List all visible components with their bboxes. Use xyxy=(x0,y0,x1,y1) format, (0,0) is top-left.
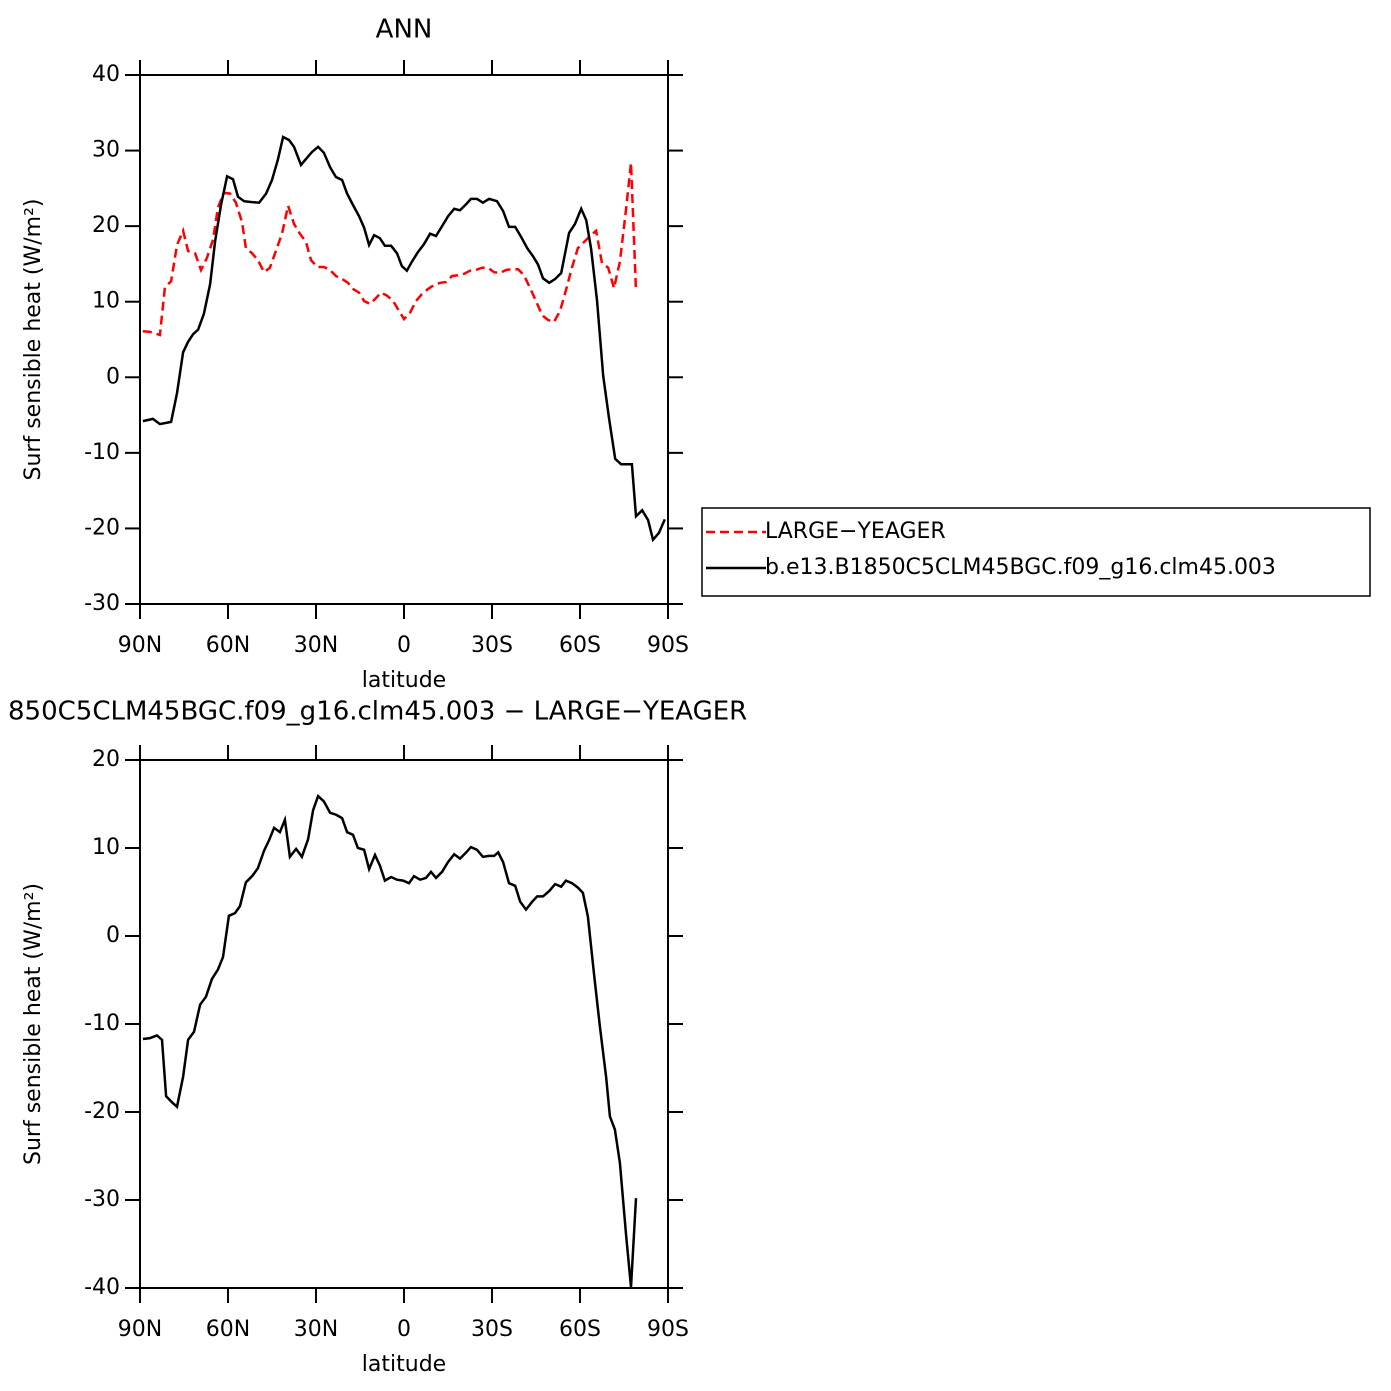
x-axis-label: latitude xyxy=(362,668,446,693)
legend-label: b.e13.B1850C5CLM45BGC.f09_g16.clm45.003 xyxy=(765,555,1276,580)
y-tick-label: -20 xyxy=(84,515,120,540)
x-tick-label: 0 xyxy=(397,1317,411,1342)
y-axis-label: Surf sensible heat (W/m²) xyxy=(21,199,46,481)
y-tick-label: -10 xyxy=(84,440,120,465)
legend-label: LARGE−YEAGER xyxy=(765,519,946,544)
y-tick-label: -30 xyxy=(84,591,120,616)
y-tick-label: 0 xyxy=(106,923,120,948)
line-series xyxy=(142,793,638,1288)
y-tick-label: 10 xyxy=(92,835,120,860)
plot-frame xyxy=(139,759,669,1289)
x-tick-label: 30N xyxy=(294,1317,338,1342)
y-tick-label: 30 xyxy=(92,138,120,163)
y-tick-label: 0 xyxy=(106,364,120,389)
y-tick-label: -10 xyxy=(84,1011,120,1036)
x-tick-label: 90S xyxy=(647,1317,689,1342)
y-tick-label: 20 xyxy=(92,213,120,238)
x-tick-label: 90S xyxy=(647,633,689,658)
line-series xyxy=(142,135,666,543)
y-tick-label: 40 xyxy=(92,62,120,87)
x-tick-label: 30S xyxy=(471,633,513,658)
x-tick-label: 30N xyxy=(294,633,338,658)
x-tick-label: 90N xyxy=(118,633,162,658)
y-tick-label: 10 xyxy=(92,289,120,314)
y-tick-label: -30 xyxy=(84,1187,120,1212)
x-tick-label: 90N xyxy=(118,1317,162,1342)
line-series xyxy=(142,162,638,337)
x-tick-label: 30S xyxy=(471,1317,513,1342)
legend-box xyxy=(701,507,1371,597)
x-tick-label: 60S xyxy=(559,1317,601,1342)
y-tick-label: -40 xyxy=(84,1275,120,1300)
y-axis-label: Surf sensible heat (W/m²) xyxy=(21,883,46,1165)
x-tick-label: 60S xyxy=(559,633,601,658)
chart-title: ANN xyxy=(376,15,433,45)
x-axis-label: latitude xyxy=(362,1352,446,1377)
x-tick-label: 60N xyxy=(206,1317,250,1342)
y-tick-label: -20 xyxy=(84,1099,120,1124)
plot-frame xyxy=(139,74,669,605)
chart-title: 850C5CLM45BGC.f09_g16.clm45.003 − LARGE−… xyxy=(8,697,747,727)
x-tick-label: 60N xyxy=(206,633,250,658)
y-tick-label: 20 xyxy=(92,747,120,772)
x-tick-label: 0 xyxy=(397,633,411,658)
